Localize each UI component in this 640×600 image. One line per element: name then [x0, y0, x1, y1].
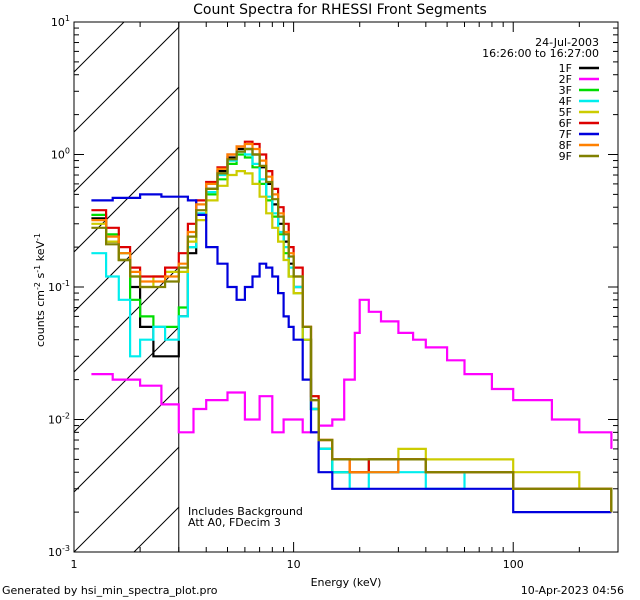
y-tick-base: 10 [48, 414, 62, 427]
y-tick-base: 10 [48, 281, 62, 294]
series-line-4F [91, 150, 613, 513]
hatch-line [73, 26, 180, 133]
series-line-5F [91, 170, 613, 513]
y-tick-exponent: -3 [62, 544, 70, 553]
y-tick-label: 10-1 [48, 279, 70, 294]
series-line-8F [91, 142, 613, 513]
legend-label: 3F [559, 84, 572, 97]
hatch-line [73, 21, 125, 73]
y-tick-label: 101 [51, 14, 70, 29]
y-tick-exponent: -1 [62, 279, 70, 288]
ylabel-part: -1 [33, 265, 42, 273]
ylabel-part: keV [34, 241, 47, 265]
series-line-2F [91, 298, 613, 449]
series-line-1F [91, 147, 613, 513]
legend-label: 4F [559, 95, 572, 108]
x-tick-label: 1 [71, 558, 78, 571]
annotation-attenuator: Att A0, FDecim 3 [188, 516, 281, 529]
y-tick-label: 10-3 [48, 544, 70, 559]
series-line-9F [91, 147, 613, 513]
hatch-line [73, 266, 180, 373]
x-tick-label: 100 [503, 558, 524, 571]
series-line-7F [91, 193, 612, 514]
hatch-line [73, 146, 180, 253]
time-range-label: 16:26:00 to 16:27:00 [482, 47, 599, 60]
footer-generated-by: Generated by hsi_min_spectra_plot.pro [2, 584, 218, 597]
legend-label: 6F [559, 117, 572, 130]
hatch-line [73, 446, 180, 553]
y-axis-label: counts cm-2 s-1 keV-1 [33, 233, 47, 347]
legend-label: 7F [559, 128, 572, 141]
legend-label: 1F [559, 62, 572, 75]
legend-label: 2F [559, 73, 572, 86]
y-tick-label: 10-2 [48, 412, 70, 427]
x-tick-label: 10 [287, 558, 301, 571]
x-tick-labels: 1 10 100 [71, 558, 524, 571]
hatch-line [73, 86, 180, 193]
y-tick-label: 100 [51, 147, 70, 162]
ylabel-part: s [34, 272, 47, 281]
footer-timestamp: 10-Apr-2023 04:56 [521, 584, 624, 597]
legend-label: 8F [559, 139, 572, 152]
hatch-line [133, 506, 180, 553]
legend-label: 5F [559, 106, 572, 119]
series-lines [91, 140, 613, 514]
axis-ticks [73, 21, 619, 553]
ylabel-part: -2 [33, 282, 42, 290]
x-axis-label: Energy (keV) [311, 576, 382, 589]
y-tick-exponent: -2 [62, 412, 70, 421]
y-tick-base: 10 [51, 149, 65, 162]
ylabel-part: -1 [33, 233, 42, 241]
date-label: 24-Jul-2003 [535, 36, 599, 49]
y-tick-exponent: 0 [65, 147, 70, 156]
y-tick-base: 10 [48, 546, 62, 559]
hatch-line [73, 386, 180, 493]
legend-label: 9F [559, 150, 572, 163]
chart-title: Count Spectra for RHESSI Front Segments [193, 2, 487, 18]
ylabel-part: counts cm [34, 290, 47, 347]
annotation-background: Includes Background [188, 505, 303, 518]
y-tick-base: 10 [51, 16, 65, 29]
y-tick-exponent: 1 [65, 14, 70, 23]
